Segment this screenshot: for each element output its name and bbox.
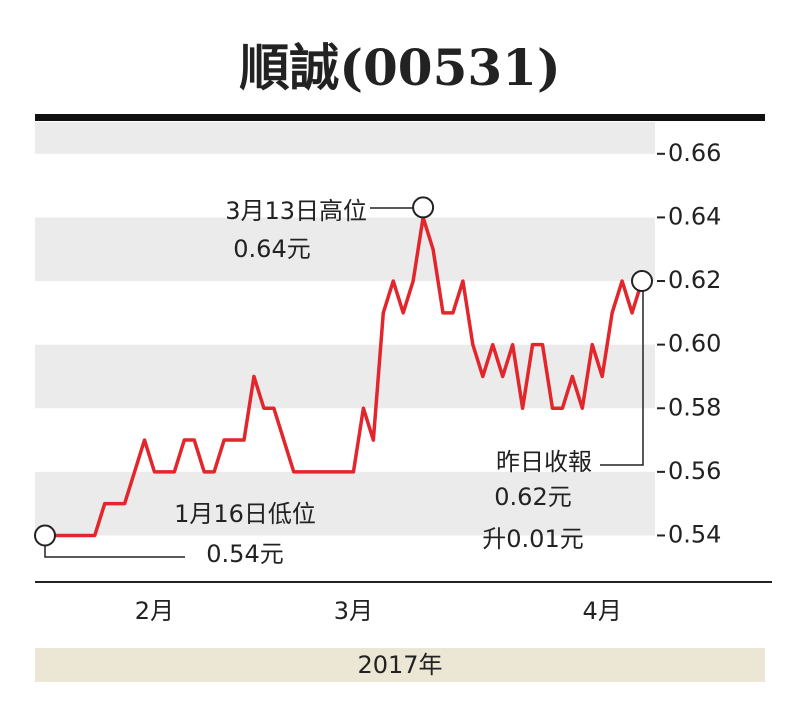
stripe (35, 122, 655, 154)
annotation: 0.62元 (494, 483, 571, 511)
leader-line (44, 535, 185, 558)
y-tick-label: 0.58 (668, 393, 721, 421)
x-tick-label: 4月 (583, 597, 622, 625)
stripe (35, 344, 655, 409)
plot-background (35, 122, 655, 536)
annotation: 0.64元 (233, 235, 310, 263)
y-tick-label: 0.54 (668, 520, 721, 548)
x-axis-label: 2017年 (357, 651, 442, 679)
y-tick-label: 0.60 (668, 330, 721, 358)
stripe (35, 217, 655, 282)
x-tick-label: 2月 (135, 597, 174, 625)
annotation: 3月13日高位 (225, 197, 367, 225)
annotation: 升0.01元 (482, 525, 583, 553)
chart-title: 順誠(00531) (239, 38, 560, 97)
title-rule (35, 114, 765, 121)
y-tick-label: 0.62 (668, 266, 721, 294)
annotation: 0.54元 (206, 540, 283, 568)
y-tick-label: 0.66 (668, 139, 721, 167)
point-marker (631, 270, 653, 293)
y-tick-label: 0.64 (668, 202, 721, 230)
x-label-band (35, 648, 765, 682)
point-marker (412, 196, 435, 219)
y-tick-label: 0.56 (668, 457, 721, 485)
stripe (35, 471, 655, 536)
annotation: 昨日收報 (496, 448, 592, 476)
price-line (45, 215, 644, 538)
leader-line (600, 281, 644, 466)
annotation: 1月16日低位 (174, 500, 316, 528)
x-tick-label: 3月 (334, 597, 373, 625)
point-marker (34, 524, 56, 547)
